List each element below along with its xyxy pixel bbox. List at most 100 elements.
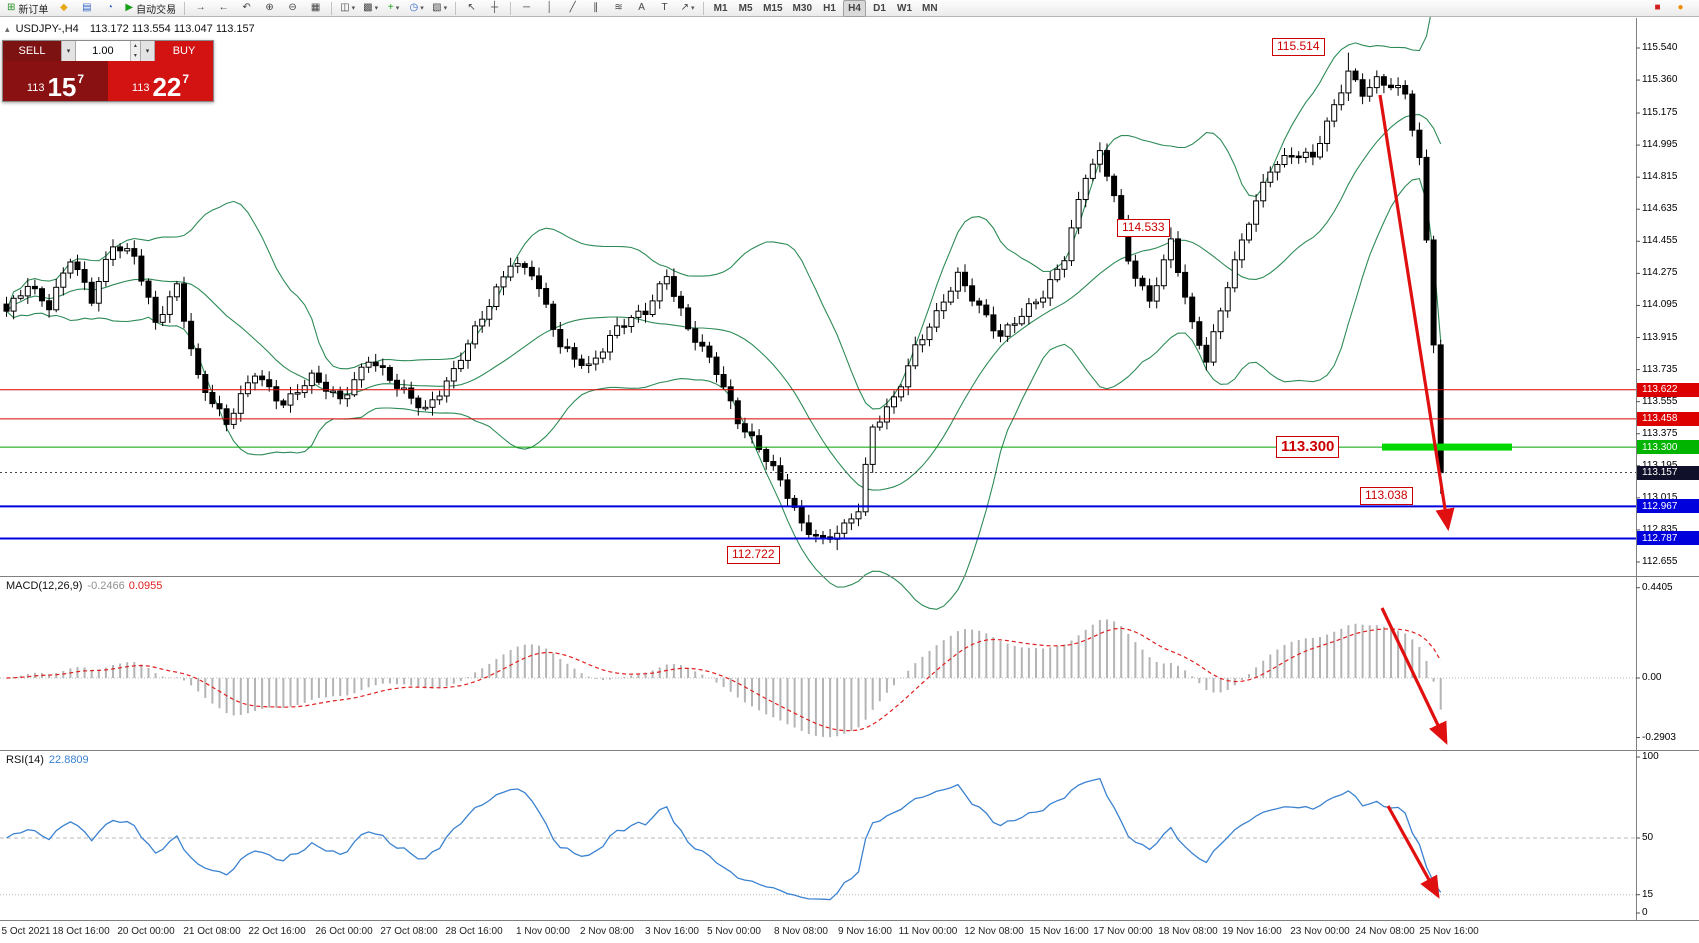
zoom-in-icon[interactable]: ⊕	[259, 0, 280, 17]
buy-button[interactable]: BUY	[155, 41, 213, 61]
zoom-out-icon[interactable]: ⊖	[282, 0, 303, 17]
price-tick: 114.095	[1642, 299, 1678, 311]
arrow-objects-dropdown[interactable]: ↗ ▾	[677, 0, 698, 17]
community-icon[interactable]: ●	[1670, 0, 1691, 17]
market-watch-icon[interactable]: ▤	[76, 0, 97, 17]
vertical-line-icon[interactable]: │	[539, 0, 560, 17]
alerts-icon[interactable]: ◆	[53, 0, 74, 17]
price-label-115.514[interactable]: 115.514	[1272, 38, 1325, 56]
alerts-icon-glyph: ◆	[60, 2, 68, 13]
trend-arrow-main[interactable]	[1378, 94, 1455, 532]
price-badge-113.622: 113.622	[1637, 382, 1699, 397]
price-label-113.038[interactable]: 113.038	[1360, 487, 1413, 505]
autotrading-button[interactable]: ▶ 自动交易	[122, 0, 179, 17]
auto-scroll-icon[interactable]: →	[190, 0, 211, 17]
period-dropdown[interactable]: ◷ ▾	[406, 0, 427, 17]
volume-decrease-button[interactable]: ▾	[130, 51, 140, 61]
price-label-114.533[interactable]: 114.533	[1117, 219, 1170, 237]
macd-scale-tick: 0.4405	[1642, 581, 1673, 593]
quote-row: 113 15 7 113 22 7	[3, 61, 213, 101]
fibonacci-icon[interactable]: ≋	[608, 0, 629, 17]
timeframe-h4[interactable]: H4	[843, 0, 866, 17]
time-label: 5 Oct 2021	[1, 926, 51, 937]
price-badge-113.300: 113.300	[1637, 440, 1699, 455]
timeframe-h1[interactable]: H1	[823, 2, 836, 14]
timeframe-m15[interactable]: M15	[763, 2, 783, 14]
price-label-112.722[interactable]: 112.722	[727, 546, 780, 564]
macd-scale-tick: -0.2903	[1642, 731, 1676, 743]
price-badge-112.967: 112.967	[1637, 499, 1699, 514]
timeframe-m1[interactable]: M1	[713, 2, 728, 14]
rsi-scale-tick: 100	[1642, 751, 1659, 762]
chart-template-dropdown[interactable]: ▩ ▾	[360, 0, 381, 17]
price-tick: 113.735	[1642, 363, 1678, 375]
time-label: 20 Oct 00:00	[117, 926, 175, 937]
time-label: 22 Oct 16:00	[248, 926, 306, 937]
chart-shift-icon[interactable]: ←	[213, 0, 234, 17]
crosshair-icon-glyph: ┼	[491, 2, 499, 13]
trendline-icon[interactable]: ╱	[562, 0, 583, 17]
timeframe-m30[interactable]: M30	[792, 2, 812, 14]
price-tick: 114.635	[1642, 203, 1678, 215]
one-click-panel-toggle[interactable]: ▴	[5, 24, 10, 34]
horizontal-line-icon-glyph: ─	[523, 2, 531, 13]
timeframe-d1[interactable]: D1	[873, 2, 886, 14]
sell-button[interactable]: SELL	[3, 41, 61, 61]
price-tick: 113.375	[1642, 427, 1678, 439]
new-chart-dropdown[interactable]: ◫ ▾	[337, 0, 358, 17]
trend-arrow-macd[interactable]	[1380, 607, 1448, 745]
label-icon[interactable]: T	[654, 0, 675, 17]
buy-dropdown-caret[interactable]: ▾	[140, 41, 155, 61]
horizontal-line-icon[interactable]: ─	[516, 0, 537, 17]
undo-icon[interactable]: ↶	[236, 0, 257, 17]
volume-stepper: ▴ ▾	[129, 41, 140, 61]
macd-scale-tick: 0.00	[1642, 672, 1662, 683]
rsi-name: RSI(14)	[6, 754, 44, 766]
crosshair-icon[interactable]: ┼	[484, 0, 505, 17]
period-icon: ◷	[409, 2, 419, 13]
channel-icon[interactable]: ∥	[585, 0, 606, 17]
cursor-icon[interactable]: ↖	[461, 0, 482, 17]
tile-windows-icon[interactable]: ▦	[305, 0, 326, 17]
time-label: 18 Oct 16:00	[52, 926, 110, 937]
timeframe-mn[interactable]: MN	[922, 2, 938, 14]
zoom-out-icon-glyph: ⊖	[288, 2, 297, 13]
trend-arrow-rsi[interactable]	[1386, 805, 1440, 899]
sell-dropdown-caret[interactable]: ▾	[61, 41, 76, 61]
text-icon[interactable]: A	[631, 0, 652, 17]
rsi-scale-tick: 0	[1642, 907, 1648, 918]
green-highlight-bar[interactable]	[1382, 443, 1512, 451]
timeframe-m5[interactable]: M5	[738, 2, 753, 14]
new-order-icon: ⊞	[7, 2, 16, 13]
add-indicator-dropdown[interactable]: + ▾	[383, 0, 404, 17]
time-label: 8 Nov 08:00	[774, 926, 828, 937]
price-tick: 114.995	[1642, 139, 1678, 151]
chevron-down-icon: ▾	[374, 5, 379, 12]
ask-pips: 22	[152, 71, 182, 102]
timeframe-w1[interactable]: W1	[897, 2, 912, 14]
new-order-button[interactable]: ⊞ 新订单	[4, 0, 51, 17]
macd-main-value: -0.2466	[87, 580, 125, 592]
volume-input[interactable]	[76, 41, 130, 61]
rsi-line	[6, 777, 1442, 901]
news-icon[interactable]: ■	[1647, 0, 1668, 17]
volume-increase-button[interactable]: ▴	[130, 41, 140, 51]
time-label: 17 Nov 00:00	[1093, 926, 1153, 937]
price-label-113.300[interactable]: 113.300	[1276, 436, 1340, 458]
time-label: 21 Oct 08:00	[183, 926, 241, 937]
new-order-button-label: 新订单	[18, 4, 49, 16]
rsi-value: 22.8809	[48, 754, 89, 766]
bid-price-display[interactable]: 113 15 7	[3, 61, 108, 101]
ask-price-display[interactable]: 113 22 7	[108, 61, 213, 101]
data-window-icon[interactable]: ◔	[99, 0, 120, 17]
chart-title-bar: ▴ USDJPY-,H4 113.172 113.554 113.047 113…	[5, 23, 255, 35]
time-label: 25 Nov 16:00	[1419, 926, 1479, 937]
time-label: 19 Nov 16:00	[1222, 926, 1282, 937]
price-tick: 113.015	[1642, 491, 1678, 503]
price-tick: 115.540	[1642, 42, 1678, 53]
time-label: 28 Oct 16:00	[445, 926, 503, 937]
cursor-icon-glyph: ↖	[467, 2, 476, 13]
chart-properties-dropdown[interactable]: ▧ ▾	[429, 0, 450, 17]
